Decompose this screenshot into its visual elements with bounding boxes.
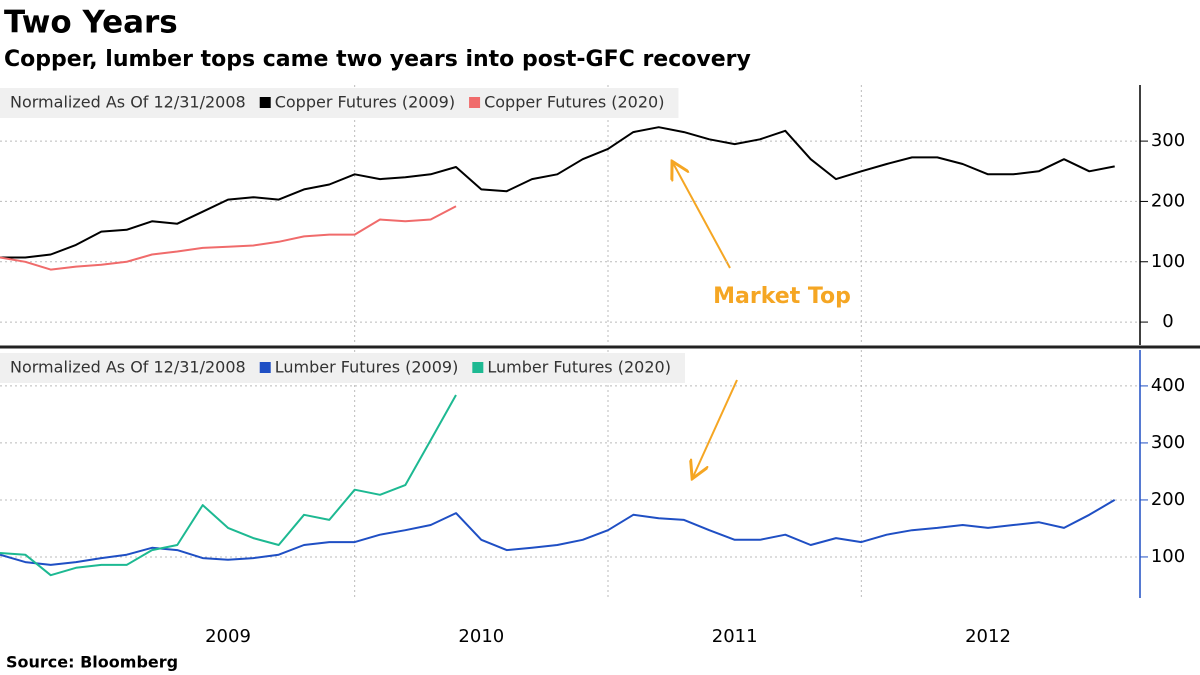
series-line — [0, 205, 457, 271]
x-tick-label: 2009 — [205, 626, 251, 647]
legend-swatch — [259, 97, 271, 108]
arrow — [673, 163, 731, 269]
y-tick-label: 400 — [1151, 375, 1185, 396]
annotation: Market Top — [713, 284, 851, 309]
legend-label: Lumber Futures (2009) — [275, 358, 459, 377]
x-tick-label: 2012 — [965, 626, 1011, 647]
legend-title: Normalized As Of 12/31/2008 — [10, 358, 246, 377]
arrow — [693, 379, 738, 477]
source: Source: Bloomberg — [6, 653, 178, 672]
y-tick-label: 100 — [1151, 546, 1185, 567]
y-tick-label: 200 — [1151, 489, 1185, 510]
x-tick-label: 2011 — [712, 626, 758, 647]
legend-swatch — [259, 362, 271, 373]
title: Two Years — [4, 5, 178, 41]
legend-title: Normalized As Of 12/31/2008 — [10, 93, 246, 112]
legend-label: Lumber Futures (2020) — [487, 358, 671, 377]
legend-label: Copper Futures (2020) — [484, 93, 664, 112]
legend-label: Copper Futures (2009) — [275, 93, 455, 112]
y-tick-label: 300 — [1151, 432, 1185, 453]
series-line — [0, 394, 457, 577]
legend-bg — [0, 353, 685, 383]
series-line — [0, 126, 1115, 259]
y-tick-label: 100 — [1151, 251, 1185, 272]
y-tick-label: 300 — [1151, 130, 1185, 151]
series-line — [0, 499, 1116, 566]
legend-swatch — [472, 362, 484, 373]
legend-swatch — [469, 97, 481, 108]
x-tick-label: 2010 — [458, 626, 504, 647]
y-tick-label: 0 — [1162, 311, 1173, 332]
legend-bg — [0, 88, 679, 118]
subtitle: Copper, lumber tops came two years into … — [4, 47, 751, 72]
y-tick-label: 200 — [1151, 190, 1185, 211]
